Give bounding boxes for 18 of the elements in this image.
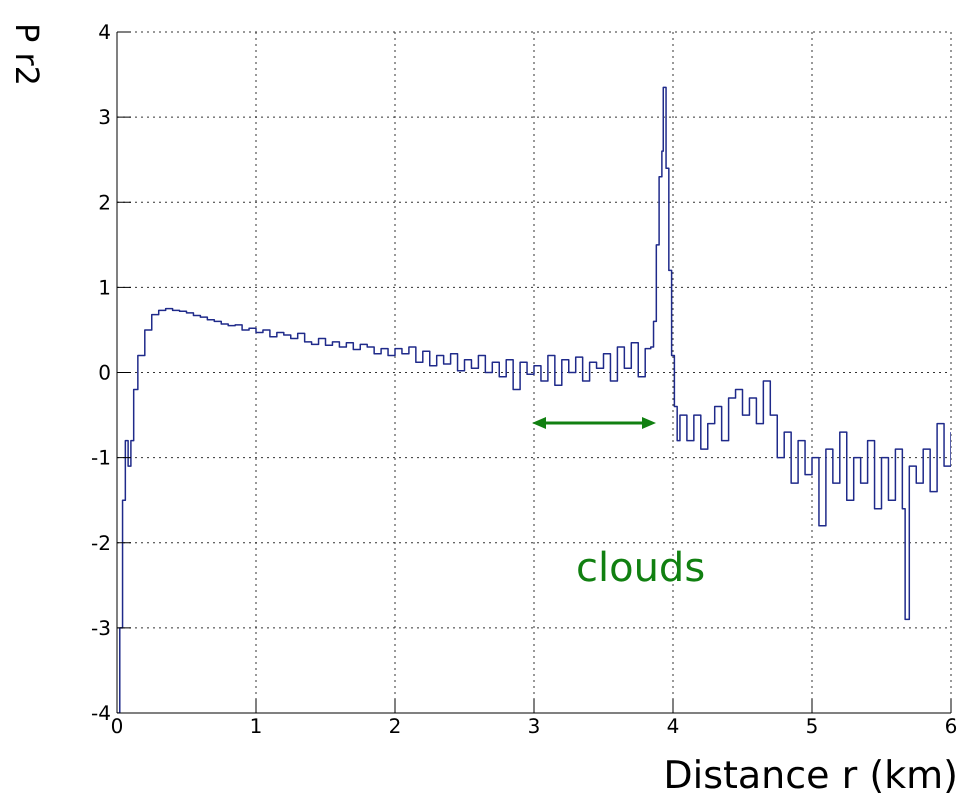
x-tick-label: 5 [806, 714, 818, 738]
y-tick-label: 1 [98, 275, 111, 300]
x-tick-label: 3 [528, 714, 540, 738]
y-tick-label: -1 [91, 446, 111, 470]
x-tick-label: 1 [250, 714, 262, 738]
y-tick-label: -2 [91, 530, 111, 555]
x-tick-label: 2 [388, 714, 402, 738]
x-tick-label: 4 [666, 714, 680, 738]
x-tick-label: 6 [944, 714, 958, 738]
x-axis-title: Distance r (km) [663, 753, 958, 797]
annotation: clouds [576, 545, 706, 591]
y-tick-label: 0 [98, 360, 111, 385]
y-tick-label: 3 [98, 105, 111, 130]
y-tick-label: -4 [91, 701, 111, 726]
y-tick-label: -3 [91, 616, 111, 640]
y-tick-label: 4 [98, 20, 111, 44]
y-tick-label: 2 [98, 190, 111, 214]
y-axis-title: P r2 [8, 23, 46, 86]
